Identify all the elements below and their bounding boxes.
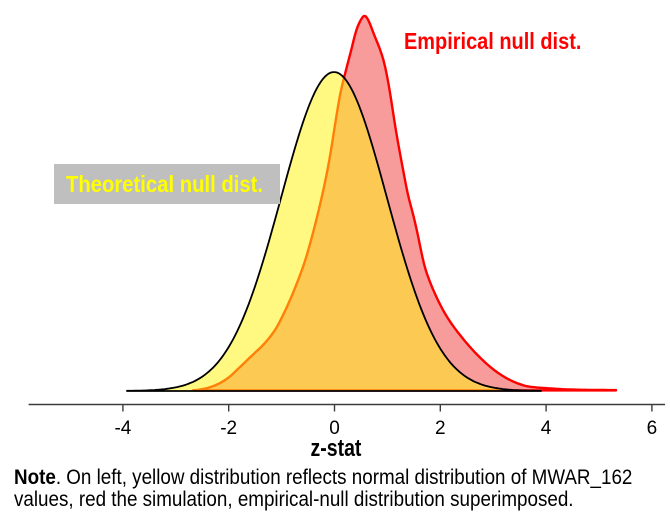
- svg-text:6: 6: [647, 418, 658, 439]
- svg-text:z-stat: z-stat: [311, 434, 363, 461]
- svg-text:2: 2: [435, 418, 446, 439]
- svg-text:-4: -4: [114, 418, 131, 439]
- svg-text:4: 4: [541, 418, 552, 439]
- svg-text:0: 0: [329, 418, 340, 439]
- svg-text:-2: -2: [220, 418, 237, 439]
